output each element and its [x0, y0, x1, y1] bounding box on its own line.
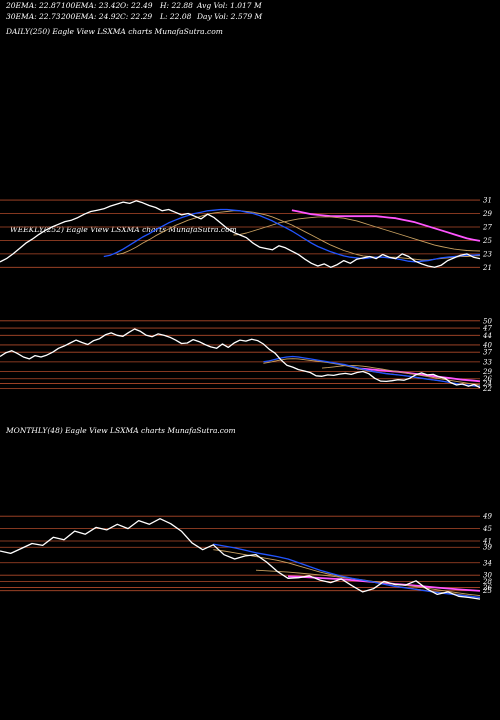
weekly-ema20-line	[263, 355, 481, 387]
daily-y-tick-label: 23	[482, 250, 492, 258]
daily-ema30-line	[116, 210, 481, 261]
ema100-readout: 100EMA: 23.42	[61, 1, 121, 10]
daily-ema100-line	[233, 216, 481, 252]
monthly-y-tick-label: 25	[482, 587, 492, 595]
high-readout: H: 22.88	[160, 1, 193, 10]
weekly-y-tick-label: 47	[482, 325, 492, 333]
monthly-y-tick-label: 30	[483, 572, 492, 580]
daily-chart-label: DAILY(250) Eagle View LSXMA charts Munaf…	[6, 27, 223, 36]
close-readout: C: 22.29	[120, 12, 153, 21]
weekly-y-tick-label: 50	[483, 317, 492, 325]
weekly-price-line	[0, 328, 481, 389]
weekly-y-tick-label: 29	[482, 368, 492, 376]
monthly-y-tick-label: 26	[482, 584, 492, 592]
ema20-readout: 20EMA: 22.87	[6, 1, 61, 10]
monthly-y-tick-label: 49	[482, 513, 492, 521]
weekly-y-tick-label: 22	[482, 385, 492, 393]
open-readout: O: 22.49	[120, 1, 153, 10]
day-vol-readout: Day Vol: 2.579 M	[197, 12, 263, 21]
monthly-chart-label: MONTHLY(48) Eagle View LSXMA charts Muna…	[6, 426, 236, 435]
monthly-y-tick-label: 41	[482, 538, 492, 546]
low-readout: L: 22.08	[160, 12, 192, 21]
ema30-readout: 30EMA: 22.73	[6, 12, 61, 21]
weekly-y-tick-label: 40	[482, 341, 492, 349]
daily-y-tick-label: 29	[482, 210, 492, 218]
daily-y-tick-label: 31	[483, 197, 492, 205]
monthly-y-tick-label: 39	[483, 544, 492, 552]
weekly-y-tick-label: 37	[483, 349, 492, 357]
daily-price-line	[0, 200, 481, 268]
daily-y-tick-label: 27	[482, 223, 492, 231]
monthly-y-tick-label: 34	[483, 559, 492, 567]
avg-vol-readout: Avg Vol: 1.017 M	[197, 1, 262, 10]
ema200-readout: 200EMA: 24.92	[61, 12, 121, 21]
daily-ema200-line	[291, 209, 481, 242]
weekly-y-tick-label: 44	[482, 332, 492, 340]
weekly-y-tick-label: 24	[482, 380, 492, 388]
daily-y-tick-label: 25	[482, 237, 492, 245]
monthly-y-tick-label: 45	[482, 525, 492, 533]
monthly-y-tick-label: 28	[482, 578, 492, 586]
weekly-chart-label: WEEKLY(252) Eagle View LSXMA charts Muna…	[10, 225, 237, 234]
monthly-price-line	[0, 518, 481, 600]
weekly-y-tick-label: 26	[482, 375, 492, 383]
monthly-ema20-line	[213, 543, 481, 598]
weekly-y-tick-label: 33	[483, 358, 492, 366]
daily-y-tick-label: 21	[482, 264, 492, 272]
